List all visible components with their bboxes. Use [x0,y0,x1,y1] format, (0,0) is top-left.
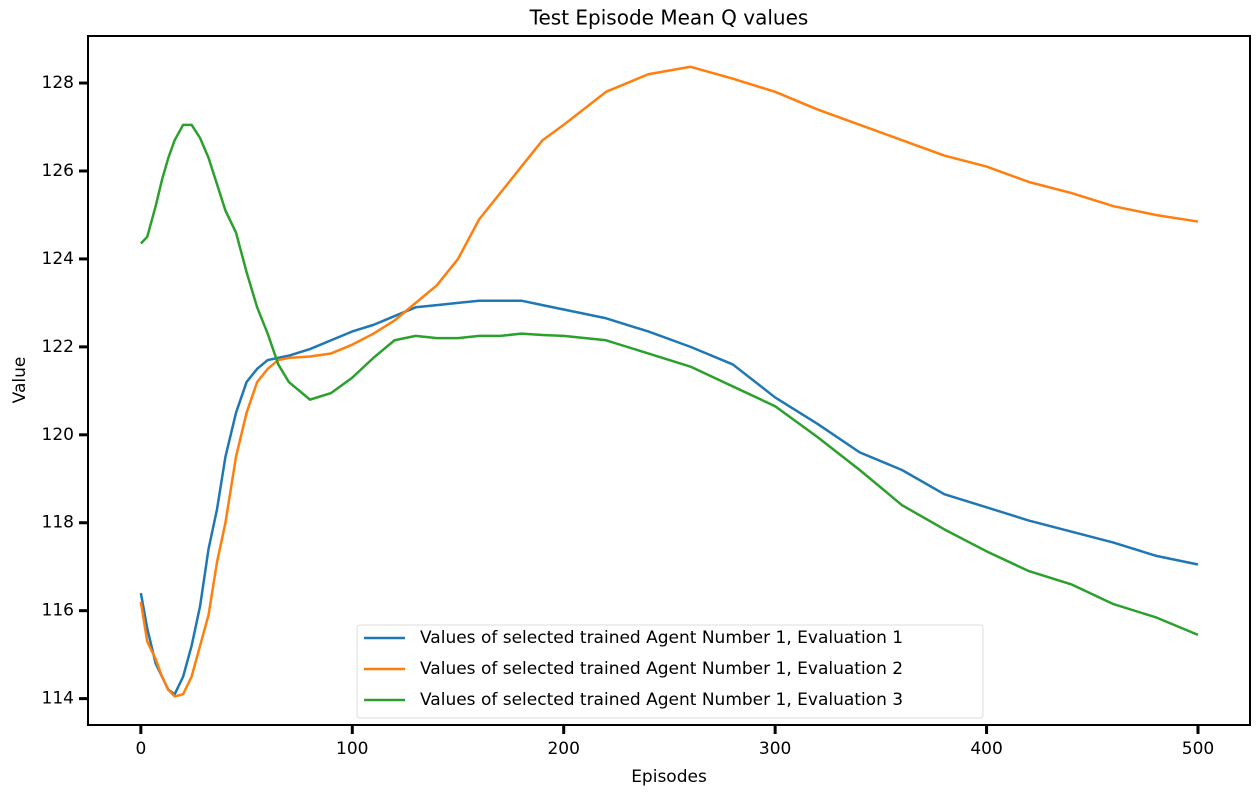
x-tick-label: 300 [759,739,791,759]
y-tick-label: 122 [42,337,74,357]
y-tick-label: 128 [42,73,74,93]
y-tick-label: 116 [42,601,74,621]
x-tick-label: 0 [135,739,146,759]
x-axis-label: Episodes [631,767,707,787]
series-line [139,65,1199,698]
legend-label: Values of selected trained Agent Number … [420,690,903,710]
plot-frame [87,35,1251,726]
legend-label: Values of selected trained Agent Number … [420,628,903,648]
x-tick-label: 200 [547,739,579,759]
y-axis-label: Value [10,357,30,404]
x-tick-label: 100 [336,739,368,759]
legend-label: Values of selected trained Agent Number … [420,659,903,679]
y-tick-label: 126 [42,161,74,181]
y-tick-label: 120 [42,425,74,445]
chart-title: Test Episode Mean Q values [529,6,809,30]
y-tick-label: 118 [42,513,74,533]
legend-box [356,624,984,719]
x-tick-label: 400 [970,739,1002,759]
y-tick-label: 124 [42,249,74,269]
y-tick-label: 114 [42,689,74,709]
series-line [139,123,1199,637]
x-tick-label: 500 [1182,739,1214,759]
